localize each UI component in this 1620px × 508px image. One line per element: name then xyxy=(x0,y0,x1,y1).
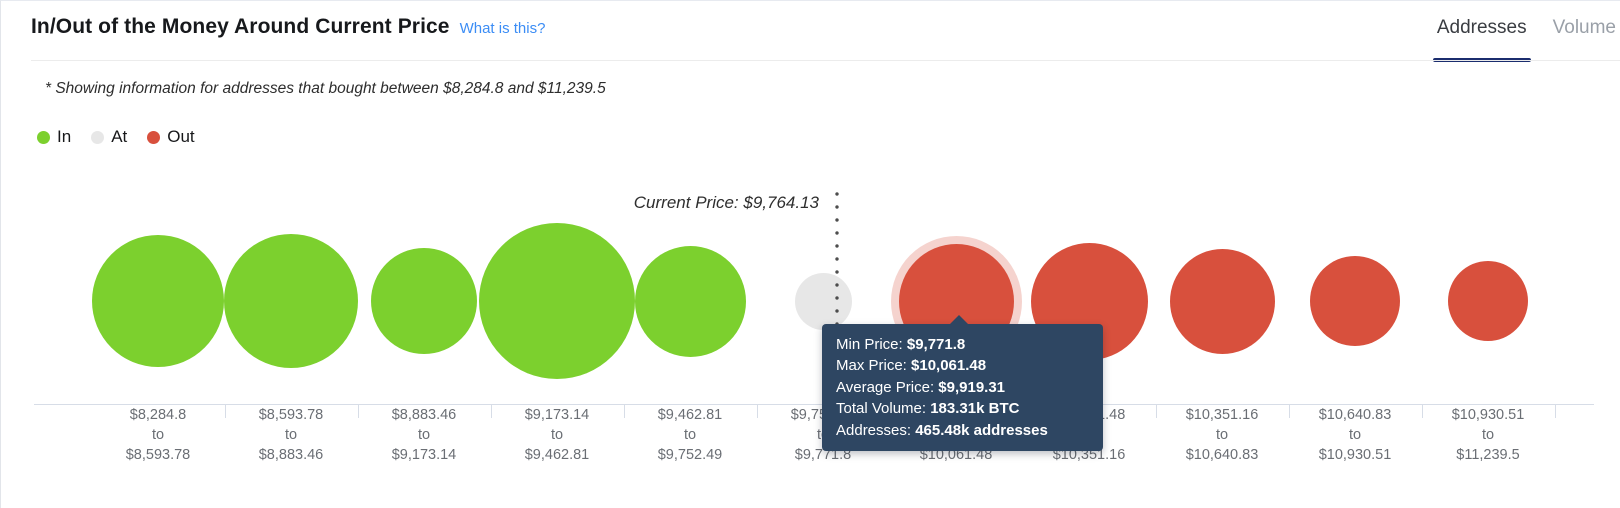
bubble-in-3[interactable] xyxy=(371,248,477,354)
x-axis-tick xyxy=(756,404,758,418)
x-axis-label-4: $9,173.14 to $9,462.81 xyxy=(524,407,590,463)
x-axis-line xyxy=(34,404,1594,405)
bubble-out-10[interactable] xyxy=(1310,256,1400,346)
legend: In At Out xyxy=(37,127,195,147)
out-dot-icon xyxy=(147,130,161,144)
x-axis-tick xyxy=(224,404,226,418)
bubble-out-11[interactable] xyxy=(1448,261,1528,341)
tooltip-row: Average Price: $9,919.31 xyxy=(836,378,1006,396)
tooltip-row: Total Volume: 183.31k BTC xyxy=(836,400,1020,418)
tooltip-row: Addresses: 465.48k addresses xyxy=(836,421,1048,439)
page-title: In/Out of the Money Around Current Price xyxy=(31,15,450,38)
x-axis-tick xyxy=(1288,404,1290,418)
legend-item-in: In xyxy=(37,127,71,147)
legend-label: In xyxy=(57,127,72,146)
legend-label: Out xyxy=(167,127,195,146)
x-axis-tick xyxy=(357,404,359,418)
current-price-dotted-line xyxy=(835,190,839,347)
x-axis-label-1: $8,284.8 to $8,593.78 xyxy=(125,407,191,463)
x-axis-label-2: $8,593.78 to $8,883.46 xyxy=(258,407,324,463)
bubble-in-5[interactable] xyxy=(634,245,746,357)
x-axis-tick xyxy=(1421,404,1423,418)
tab-addresses[interactable]: Addresses xyxy=(1432,17,1531,62)
legend-label: At xyxy=(111,127,128,146)
filter-note: * Showing information for addresses that… xyxy=(45,80,606,97)
x-axis-label-5: $9,462.81 to $9,752.49 xyxy=(657,407,723,463)
legend-item-at: At xyxy=(91,127,127,147)
in-dot-icon xyxy=(37,130,50,144)
current-price-label: Current Price: $9,764.13 xyxy=(633,193,819,212)
legend-item-out: Out xyxy=(147,127,195,147)
bubble-in-2[interactable] xyxy=(224,234,358,368)
header-divider xyxy=(31,60,1620,61)
x-axis-tick xyxy=(623,404,625,418)
x-axis-label-9: $10,351.16 to $10,640.83 xyxy=(1185,407,1259,463)
tab-volume[interactable]: Volume xyxy=(1552,17,1616,38)
x-axis-label-11: $10,930.51 to $11,239.5 xyxy=(1451,407,1525,463)
bubble-at-6[interactable] xyxy=(794,272,852,330)
bubble-in-4[interactable] xyxy=(479,223,635,379)
what-is-this-link[interactable]: What is this? xyxy=(459,20,546,37)
bubble-tooltip: Min Price: $9,771.8 Max Price: $10,061.48… xyxy=(822,314,1103,452)
x-axis-tick xyxy=(1554,404,1556,418)
tooltip-row: Min Price: $9,771.8 xyxy=(836,336,966,353)
tooltip-row: Max Price: $10,061.48 xyxy=(836,357,987,375)
x-axis-label-10: $10,640.83 to $10,930.51 xyxy=(1318,407,1392,463)
x-axis-label-3: $8,883.46 to $9,173.14 xyxy=(391,407,457,463)
at-dot-icon xyxy=(91,130,105,144)
bubble-in-1[interactable] xyxy=(92,235,224,367)
x-axis-tick xyxy=(490,404,492,418)
header: In/Out of the Money Around Current Price… xyxy=(31,15,545,39)
view-tabs: Addresses Volume xyxy=(1432,17,1616,62)
bubble-out-9[interactable] xyxy=(1169,248,1275,354)
x-axis-tick xyxy=(1155,404,1157,418)
